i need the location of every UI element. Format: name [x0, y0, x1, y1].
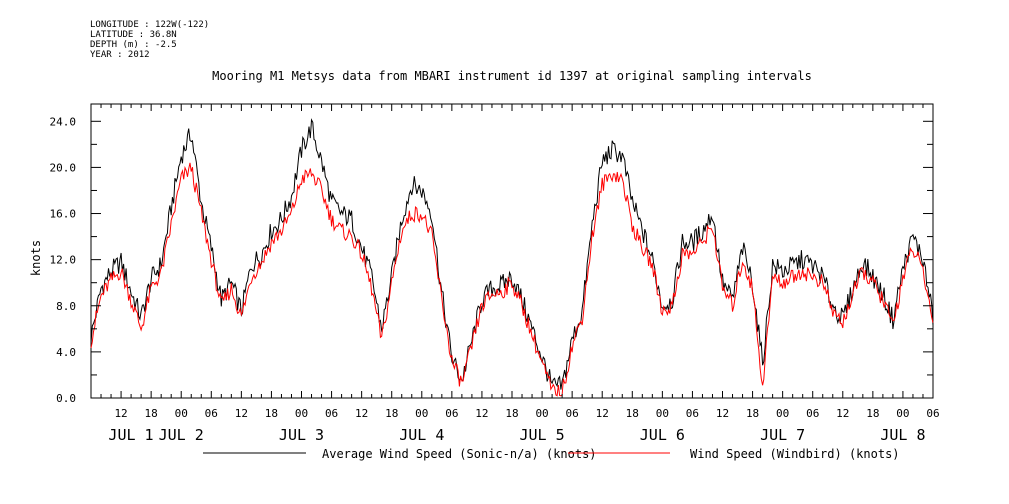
plot-series-group: [90, 118, 934, 397]
y-tick-label: 24.0: [50, 115, 77, 128]
x-hour-tick-label: 18: [746, 407, 759, 420]
x-day-label: JUL 1: [108, 426, 153, 444]
chart-title: Mooring M1 Metsys data from MBARI instru…: [212, 69, 812, 83]
x-hour-tick-label: 12: [355, 407, 368, 420]
series-wind-speed-windbird: [90, 162, 934, 397]
legend: Average Wind Speed (Sonic-n/a) (knots) W…: [203, 447, 900, 461]
x-hour-tick-label: 18: [505, 407, 518, 420]
x-hour-tick-label: 00: [295, 407, 308, 420]
legend-label-average-wind-speed: Average Wind Speed (Sonic-n/a) (knots): [322, 447, 597, 461]
x-hour-tick-label: 00: [415, 407, 428, 420]
plot-frame: [90, 103, 934, 399]
y-tick-label: 4.0: [56, 346, 76, 359]
x-day-label: JUL 8: [880, 426, 925, 444]
x-hour-tick-label: 00: [535, 407, 548, 420]
x-day-label: JUL 4: [399, 426, 444, 444]
x-day-label: JUL 7: [760, 426, 805, 444]
x-hour-tick-label: 12: [596, 407, 609, 420]
axes-group: 12 18 00 06 12 18 00 06 12 18 00 06 12 18 00 06 12 18 00 06…: [50, 104, 940, 444]
x-hour-tick-label: 12: [716, 407, 729, 420]
series-average-wind-speed: [90, 118, 934, 390]
y-tick-label: 20.0: [50, 161, 77, 174]
y-axis-label: knots: [29, 240, 43, 276]
x-hour-tick-label: 18: [626, 407, 639, 420]
y-tick-label: 8.0: [56, 300, 76, 313]
x-hour-tick-label: 18: [265, 407, 278, 420]
x-hour-tick-label: 18: [385, 407, 398, 420]
y-tick-label: 12.0: [50, 254, 77, 267]
x-hour-tick-label: 06: [445, 407, 458, 420]
latitude-label: LATITUDE : 36.8N: [90, 30, 177, 40]
x-day-label: JUL 5: [519, 426, 564, 444]
longitude-label: LONGITUDE : 122W(-122): [90, 20, 210, 30]
x-hour-tick-label: 06: [325, 407, 338, 420]
x-hour-tick-label: 12: [235, 407, 248, 420]
x-day-label: JUL 2: [159, 426, 204, 444]
x-hour-tick-label: 00: [896, 407, 909, 420]
x-hour-tick-label: 18: [866, 407, 879, 420]
x-hour-tick-label: 18: [145, 407, 158, 420]
x-hour-tick-label: 06: [926, 407, 939, 420]
x-hour-tick-label: 00: [776, 407, 789, 420]
depth-label: DEPTH (m) : -2.5: [90, 40, 177, 50]
x-hour-tick-label: 00: [656, 407, 669, 420]
x-day-label: JUL 6: [640, 426, 685, 444]
x-hour-tick-label: 06: [806, 407, 819, 420]
x-hour-tick-label: 12: [836, 407, 849, 420]
y-tick-label: 0.0: [56, 392, 76, 405]
x-hour-tick-label: 06: [566, 407, 579, 420]
x-hour-tick-label: 06: [686, 407, 699, 420]
station-metadata: LONGITUDE : 122W(-122) LATITUDE : 36.8N …: [90, 20, 209, 60]
x-hour-tick-label: 06: [205, 407, 218, 420]
x-hour-tick-label: 00: [175, 407, 188, 420]
y-tick-label: 16.0: [50, 208, 77, 221]
year-label: YEAR : 2012: [90, 50, 150, 60]
x-hour-tick-label: 12: [475, 407, 488, 420]
legend-label-wind-speed: Wind Speed (Windbird) (knots): [690, 447, 900, 461]
x-hour-tick-label: 12: [114, 407, 127, 420]
x-day-label: JUL 3: [279, 426, 324, 444]
